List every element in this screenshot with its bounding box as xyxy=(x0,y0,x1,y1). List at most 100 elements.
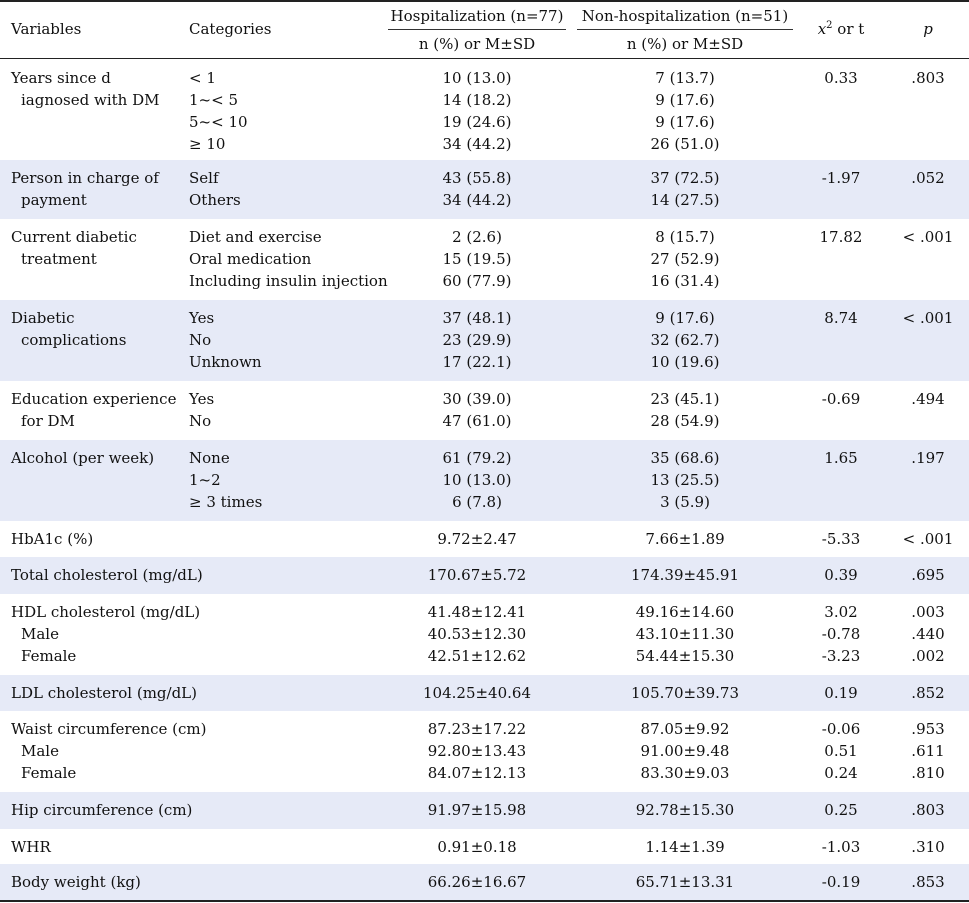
cell-line: 10 (19.6) xyxy=(650,353,720,371)
cell-statistic: 8.74 xyxy=(793,307,889,329)
cell-line: 17 (22.1) xyxy=(442,353,512,371)
cell-line: Yes xyxy=(189,309,215,327)
cell-hospitalization: 61 (79.2) 10 (13.0) 6 (7.8) xyxy=(388,447,566,513)
cell-line: 0.39 xyxy=(824,566,858,584)
cell-line: WHR xyxy=(11,838,51,856)
cell-line: 43.10±11.30 xyxy=(635,625,735,643)
cell-categories: None 1~2 ≥ 3 times xyxy=(189,447,262,513)
cell-line: .611 xyxy=(911,742,945,760)
cell-non-hospitalization: 37 (72.5) 14 (27.5) xyxy=(577,167,793,211)
cell-line: Self xyxy=(189,169,219,187)
cell-categories: Self Others xyxy=(189,167,241,211)
cell-variable: HDL cholesterol (mg/dL) Male Female xyxy=(11,601,200,667)
cell-line: 92.80±13.43 xyxy=(427,742,527,760)
cell-line: 13 (25.5) xyxy=(650,471,720,489)
cell-statistic: -0.06 0.51 0.24 xyxy=(793,718,889,784)
cell-line: 9 (17.6) xyxy=(655,113,715,131)
cell-line: .853 xyxy=(911,873,945,891)
cell-non-hospitalization: 105.70±39.73 xyxy=(577,682,793,704)
cell-line: 14 (27.5) xyxy=(650,191,720,209)
cell-line: HbA1c (%) xyxy=(11,530,94,548)
cell-line: 47 (61.0) xyxy=(442,412,512,430)
cell-variable: Person in charge of payment xyxy=(11,167,159,211)
cell-non-hospitalization: 23 (45.1) 28 (54.9) xyxy=(577,388,793,432)
cell-line: -0.69 xyxy=(821,390,861,408)
cell-p-value: .310 xyxy=(889,836,967,858)
cell-line: iagnosed with DM xyxy=(21,91,160,109)
cell-statistic: -5.33 xyxy=(793,528,889,550)
cell-line: Female xyxy=(21,764,77,782)
cell-line: 6 (7.8) xyxy=(452,493,502,511)
cell-hospitalization: 87.23±17.22 92.80±13.43 84.07±12.13 xyxy=(388,718,566,784)
cell-hospitalization: 10 (13.0) 14 (18.2) 19 (24.6) 34 (44.2) xyxy=(388,67,566,155)
cell-line: 23 (45.1) xyxy=(650,390,720,408)
cell-hospitalization: 91.97±15.98 xyxy=(388,799,566,821)
cell-line: .852 xyxy=(911,684,945,702)
cell-line: 1~2 xyxy=(189,471,221,489)
cell-line: .197 xyxy=(911,449,945,467)
cell-line: 37 (72.5) xyxy=(650,169,720,187)
cell-non-hospitalization: 65.71±13.31 xyxy=(577,871,793,893)
cell-line: 27 (52.9) xyxy=(650,250,720,268)
cell-p-value: .803 xyxy=(889,67,967,89)
row-band xyxy=(0,864,969,900)
cell-line: Alcohol (per week) xyxy=(11,449,155,467)
cell-line: 0.19 xyxy=(824,684,858,702)
cell-line: 87.23±17.22 xyxy=(427,720,527,738)
header-group2-sub: n (%) or M±SD xyxy=(626,35,744,53)
cell-statistic: -0.19 xyxy=(793,871,889,893)
cell-line: .440 xyxy=(911,625,945,643)
cell-hospitalization: 9.72±2.47 xyxy=(388,528,566,550)
cell-variable: Hip circumference (cm) xyxy=(11,799,192,821)
cell-line: 30 (39.0) xyxy=(442,390,512,408)
cell-non-hospitalization: 87.05±9.92 91.00±9.48 83.30±9.03 xyxy=(577,718,793,784)
cell-hospitalization: 66.26±16.67 xyxy=(388,871,566,893)
cell-line: -0.78 xyxy=(821,625,861,643)
cell-line: 83.30±9.03 xyxy=(640,764,730,782)
cell-line: .695 xyxy=(911,566,945,584)
cell-hospitalization: 2 (2.6) 15 (19.5) 60 (77.9) xyxy=(388,226,566,292)
cell-line: 35 (68.6) xyxy=(650,449,720,467)
header-variables: Variables xyxy=(11,20,82,38)
row-band xyxy=(0,557,969,594)
header-chi-sup: 2 xyxy=(826,20,833,31)
cell-line: Waist circumference (cm) xyxy=(11,720,207,738)
header-chi-x: x xyxy=(817,20,827,38)
cell-line: Education experience xyxy=(11,390,177,408)
cell-line: 17.82 xyxy=(819,228,863,246)
cell-line: 2 (2.6) xyxy=(452,228,502,246)
cell-line: 34 (44.2) xyxy=(442,135,512,153)
cell-line: 60 (77.9) xyxy=(442,272,512,290)
cell-line: Oral medication xyxy=(189,250,312,268)
cell-p-value: < .001 xyxy=(889,307,967,329)
cell-variable: LDL cholesterol (mg/dL) xyxy=(11,682,197,704)
cell-line: Others xyxy=(189,191,241,209)
cell-p-value: .197 xyxy=(889,447,967,469)
cell-p-value: .494 xyxy=(889,388,967,410)
cell-line: 7 (13.7) xyxy=(655,69,715,87)
cell-line: Female xyxy=(21,647,77,665)
cell-line: 9 (17.6) xyxy=(655,91,715,109)
cell-line: None xyxy=(189,449,230,467)
cell-line: 34 (44.2) xyxy=(442,191,512,209)
group1-underline xyxy=(388,29,566,30)
header-p: p xyxy=(923,20,933,38)
cell-line: .953 xyxy=(911,720,945,738)
cell-p-value: .695 xyxy=(889,564,967,586)
cell-line: 54.44±15.30 xyxy=(635,647,735,665)
cell-line: 0.33 xyxy=(824,69,858,87)
cell-line: 84.07±12.13 xyxy=(427,764,527,782)
cell-line: 16 (31.4) xyxy=(650,272,720,290)
cell-line: 66.26±16.67 xyxy=(427,873,527,891)
cell-line: .310 xyxy=(911,838,945,856)
cell-line: 65.71±13.31 xyxy=(635,873,735,891)
cell-line: Including insulin injection xyxy=(189,272,388,290)
cell-line: Current diabetic xyxy=(11,228,137,246)
cell-non-hospitalization: 9 (17.6) 32 (62.7) 10 (19.6) xyxy=(577,307,793,373)
cell-statistic: 0.19 xyxy=(793,682,889,704)
cell-line: 104.25±40.64 xyxy=(423,684,531,702)
cell-p-value: .852 xyxy=(889,682,967,704)
cell-line: 9 (17.6) xyxy=(655,309,715,327)
cell-line: 15 (19.5) xyxy=(442,250,512,268)
